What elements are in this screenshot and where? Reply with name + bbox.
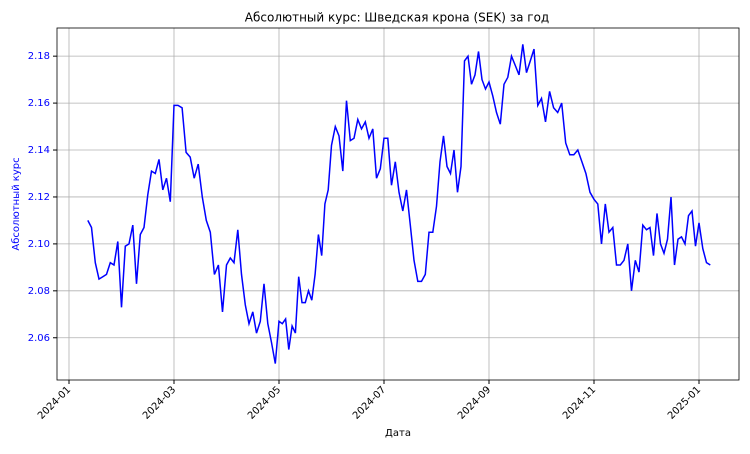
y-tick-label: 2.12 [28, 192, 50, 203]
plot-frame [56, 27, 740, 381]
data-line [87, 44, 711, 364]
y-tick-label: 2.10 [28, 239, 50, 250]
x-tick-label: 2024-09 [456, 384, 493, 421]
y-tick-label: 2.16 [28, 98, 50, 109]
x-tick-label: 2024-01 [36, 384, 73, 421]
x-tick-label: 2025-01 [666, 384, 703, 421]
y-tick-label: 2.08 [28, 286, 50, 297]
x-tick-label: 2024-03 [141, 384, 178, 421]
x-axis-label: Дата [385, 428, 411, 439]
x-tick-label: 2024-11 [561, 384, 598, 421]
y-tick-label: 2.14 [28, 145, 50, 156]
y-tick-label: 2.06 [28, 333, 50, 344]
y-tick-label: 2.18 [28, 51, 50, 62]
x-tick-label: 2024-07 [351, 384, 388, 421]
chart-title: Абсолютный курс: Шведская крона (SEK) за… [245, 11, 549, 25]
x-tick-label: 2024-05 [246, 384, 283, 421]
y-axis-label: Абсолютный курс [11, 157, 22, 250]
